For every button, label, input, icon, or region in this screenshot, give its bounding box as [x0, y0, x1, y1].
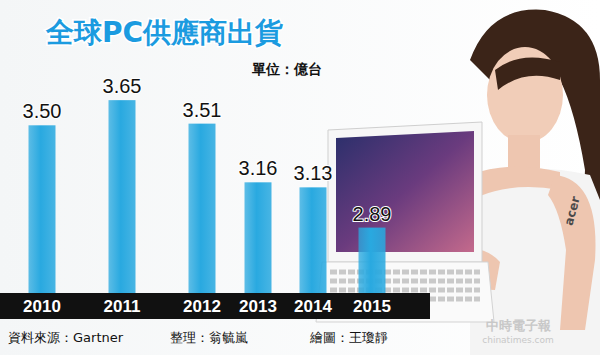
annotation: 整理：翁毓嵐 [170, 330, 248, 345]
data-label: 3.50 [23, 100, 62, 122]
data-label: 3.51 [183, 99, 222, 121]
chart-title: 全球PC供應商出貨 [45, 16, 283, 49]
data-label: 3.16 [239, 157, 278, 179]
chart-subtitle: 單位：億台 [251, 61, 322, 77]
x-tick-label: 2010 [23, 297, 61, 316]
annotations: 資料來源：Gartner 整理：翁毓嵐 繪圖：王瓊靜 中時電子報 chinatimes.… [8, 195, 583, 345]
arm [548, 175, 596, 330]
x-tick-label: 2014 [294, 297, 332, 316]
annotation: chinatimes.com [482, 335, 553, 345]
annotation: acer [562, 195, 583, 227]
x-tick-labels: 2010 2011 2012 2013 2014 2015 [23, 297, 391, 316]
keyboard-row [330, 270, 480, 275]
laptop-screen [336, 131, 474, 252]
face [487, 47, 563, 143]
x-tick-label: 2011 [104, 297, 141, 316]
laptop [316, 122, 494, 322]
data-labels: 3.50 3.65 3.51 3.16 3.13 2.89 [23, 75, 392, 224]
background [0, 0, 600, 355]
bar [189, 124, 216, 293]
bar [300, 187, 327, 293]
data-label: 3.65 [103, 75, 142, 97]
x-tick-label: 2012 [183, 297, 221, 316]
bar [109, 100, 136, 293]
laptop-lid [328, 122, 482, 262]
annotation: 繪圖：王瓊靜 [309, 330, 388, 345]
x-axis-band [0, 293, 430, 319]
fringe [495, 58, 560, 91]
data-label: 2.89 [353, 203, 392, 225]
bar [29, 125, 56, 293]
bar [359, 228, 386, 293]
annotation: 中時電子報 [486, 318, 552, 333]
keyboard-row [330, 279, 480, 284]
photo-illustration [316, 10, 600, 355]
keyboard-row [330, 288, 480, 293]
chart-svg: 全球PC供應商出貨單位：億台 3.50 3.65 3.51 3.16 3.13 2.89 20… [0, 0, 600, 355]
x-tick-label: 2015 [353, 297, 391, 316]
data-label: 3.13 [294, 162, 333, 184]
bar [245, 182, 272, 293]
bars [29, 100, 386, 293]
x-tick-label: 2013 [239, 297, 277, 316]
chart-root: 全球PC供應商出貨單位：億台 3.50 3.65 3.51 3.16 3.13 2.89 20… [0, 0, 600, 355]
shoulders [470, 167, 560, 196]
annotation: 資料來源：Gartner [8, 330, 124, 345]
